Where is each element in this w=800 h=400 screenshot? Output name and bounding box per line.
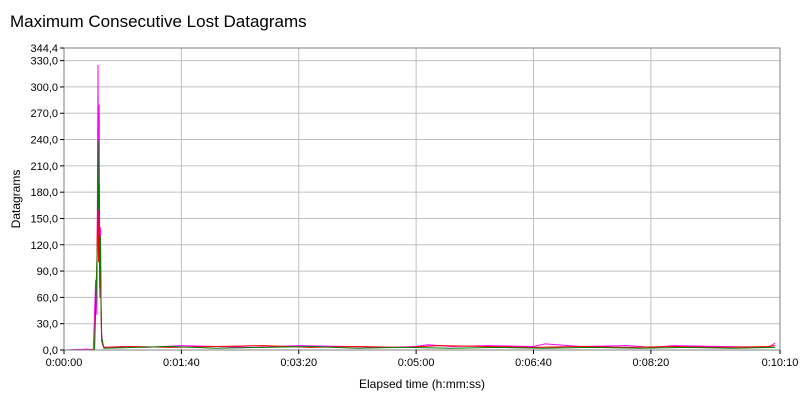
- series-line-1: [63, 64, 776, 351]
- y-tick-label: 210,0: [30, 161, 58, 173]
- y-tick-label: 0,0: [43, 345, 58, 357]
- series-line-3: [64, 139, 776, 351]
- y-tick-label: 30,0: [37, 319, 58, 331]
- y-axis: 0,0 30,0 60,0 90,0 120,0 150,0 180,0 210,0 240,0…: [30, 43, 64, 357]
- y-tick-label: 180,0: [30, 187, 58, 199]
- y-tick-label: 270,0: [30, 108, 58, 120]
- y-tick-label: 300,0: [30, 82, 58, 94]
- y-tick-label: 120,0: [30, 240, 58, 252]
- y-tick-label: 330,0: [30, 56, 58, 68]
- y-tick-label: 60,0: [37, 292, 58, 304]
- plot-frame: [63, 47, 781, 351]
- x-tick-label: 0:00:00: [46, 357, 83, 369]
- chart-title: Maximum Consecutive Lost Datagrams: [10, 12, 307, 31]
- series-line-2: [64, 200, 776, 351]
- x-tick-label: 0:01:40: [163, 357, 200, 369]
- grid: [64, 48, 780, 350]
- x-tick-label: 0:03:20: [280, 357, 317, 369]
- x-axis-label: Elapsed time (h:mm:ss): [359, 377, 485, 391]
- series-layer: [63, 64, 776, 351]
- x-axis: 0:00:00 0:01:40 0:03:20 0:05:00 0:06:40 0:08:…: [46, 350, 799, 369]
- y-axis-label: Datagrams: [9, 170, 23, 229]
- y-tick-label: 150,0: [30, 213, 58, 225]
- x-tick-label: 0:10:10: [762, 357, 799, 369]
- x-tick-label: 0:08:20: [633, 357, 670, 369]
- x-tick-label: 0:05:00: [398, 357, 435, 369]
- x-tick-label: 0:06:40: [515, 357, 552, 369]
- y-tick-label: 344,4: [30, 43, 58, 55]
- y-tick-label: 240,0: [30, 135, 58, 147]
- y-tick-label: 90,0: [37, 266, 58, 278]
